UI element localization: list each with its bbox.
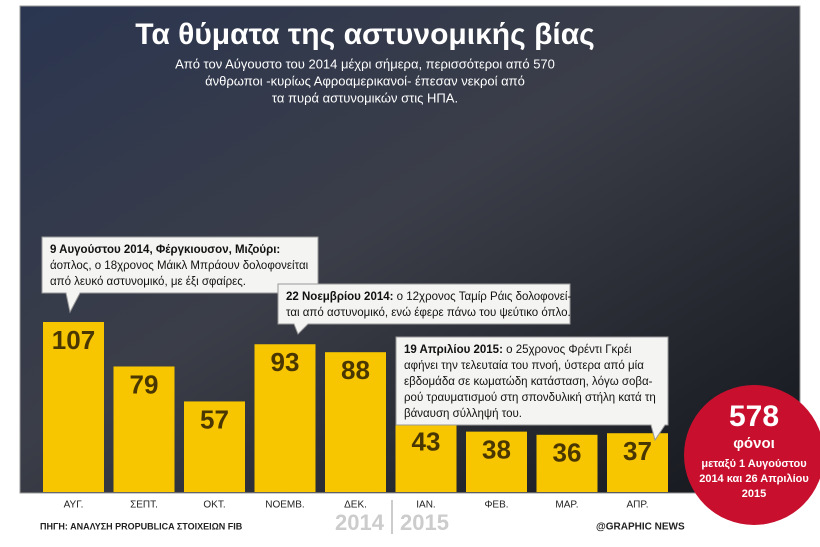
x-tick-label: ΣΕΠΤ. — [130, 500, 158, 511]
annotation-date: 19 Απριλίου 2015: — [404, 344, 503, 356]
year-label: 2015 — [400, 510, 449, 535]
x-tick-label: ΦΕΒ. — [484, 500, 508, 511]
credit: @GRAPHIC NEWS — [596, 522, 685, 533]
callout-box — [41, 236, 319, 314]
x-tick-label: ΟΚΤ. — [203, 500, 225, 511]
bar — [325, 352, 386, 492]
chart-title: Τα θύματα της αστυνομικής βίας — [135, 18, 595, 51]
bar — [184, 401, 245, 492]
value-label: 107 — [52, 325, 95, 355]
annotation-line: εβδομάδα σε κωματώδη κατάσταση, λόγω σοβ… — [404, 376, 653, 388]
annotation-line: άοπλος, ο 18χρονος Μάικλ Μπράουν δολοφον… — [50, 260, 309, 272]
bar — [43, 322, 104, 492]
subtitle: τα πυρά αστυνομικών στις ΗΠΑ. — [272, 90, 458, 105]
annotation-date: 22 Νοεμβρίου 2014: — [286, 291, 393, 303]
value-label: 36 — [553, 438, 582, 468]
bar — [536, 434, 598, 492]
x-tick-label: ΔΕΚ. — [344, 500, 367, 511]
annotation-line: 19 Απριλίου 2015: ο 25χρονος Φρέντι Γκρέ… — [404, 344, 632, 356]
annotation-line: 22 Νοεμβρίου 2014: ο 12χρονος Ταμίρ Ράις… — [286, 291, 571, 303]
source: ΠΗΓΗ: ΑΝΑΛΥΣΗ PROPUBLICA ΣΤΟΙΧΕΙΩΝ FIB — [40, 521, 243, 531]
value-label: 38 — [482, 435, 511, 465]
annotation-line: ρού τραυματισμού στη σπονδυλική στήλη κα… — [404, 392, 656, 404]
annotation-line: 9 Αυγούστου 2014, Φέργκιουσον, Μιζούρι: — [50, 244, 280, 256]
subtitle: Από τον Αύγουστο του 2014 μέχρι σήμερα, … — [175, 56, 555, 71]
bar — [466, 431, 527, 492]
bar — [254, 344, 316, 492]
annotation-text: ο 25χρονος Φρέντι Γκρέι — [503, 344, 632, 356]
total-note: 2015 — [742, 488, 766, 500]
annotation-line: αφήνει την τελευταία του πνοή, ύστερα απ… — [404, 360, 644, 372]
annotation-line: βάναυση σύλληψή του. — [404, 408, 522, 420]
bar — [395, 423, 457, 492]
bar — [607, 433, 668, 492]
x-tick-label: ΜΑΡ. — [555, 500, 578, 511]
x-tick-label: ΑΠΡ. — [626, 500, 648, 511]
year-label: 2014 — [335, 510, 385, 535]
value-label: 43 — [412, 427, 441, 457]
total-badge — [684, 385, 820, 525]
callout-box — [277, 283, 571, 335]
value-label: 57 — [200, 404, 229, 434]
subtitle: άνθρωποι -κυρίως Αφροαμερικανοί- έπεσαν … — [205, 73, 525, 88]
x-tick-label: ΙΑΝ. — [416, 500, 435, 511]
callout-box — [395, 336, 669, 442]
x-tick-label: ΝΟΕΜΒ. — [265, 500, 304, 511]
total-label: φόνοι — [733, 435, 775, 452]
annotation-line: ται από αστυνομικό, ενώ έφερε πάνω του ψ… — [286, 307, 571, 319]
total-note: μεταξύ 1 Αυγούστου — [701, 458, 806, 470]
value-label: 37 — [623, 436, 652, 466]
annotation-date: 9 Αυγούστου 2014, Φέργκιουσον, Μιζούρι: — [50, 244, 280, 256]
x-tick-label: ΑΥΓ. — [64, 500, 84, 511]
value-label: 93 — [271, 347, 300, 377]
value-label: 79 — [130, 369, 159, 399]
total-note: 2014 και 26 Απριλίου — [699, 473, 809, 485]
annotation-text: ο 12χρονος Ταμίρ Ράις δολοφονεί- — [393, 291, 571, 303]
total-value: 578 — [729, 400, 779, 433]
value-label: 88 — [341, 355, 370, 385]
bar — [113, 366, 175, 492]
annotation-line: από λευκό αστυνομικό, με έξι σφαίρες. — [50, 276, 246, 288]
